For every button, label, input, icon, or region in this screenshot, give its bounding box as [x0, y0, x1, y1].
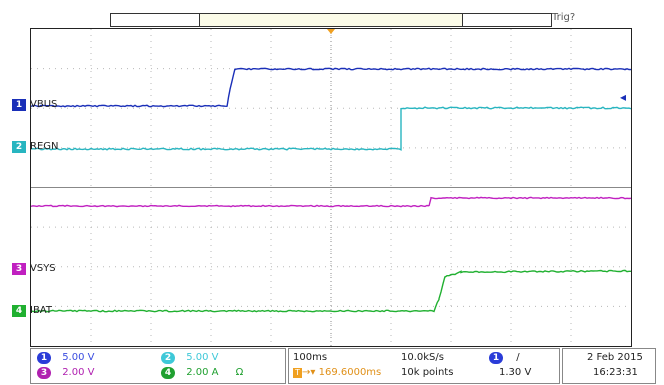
- ch2-label: REGN: [30, 141, 59, 153]
- ch3-scale: 2.00 V: [62, 367, 94, 378]
- ch4-marker[interactable]: 4: [12, 305, 26, 317]
- ch1-badge: 1: [37, 352, 51, 364]
- date-readout: 2 Feb 2015: [587, 352, 643, 364]
- time-per-div: 100ms: [293, 352, 327, 364]
- timebase-box[interactable]: 100ms 10.0kS/s T →▾ 169.6000ms 10k points…: [288, 348, 560, 384]
- trigger-delay: 169.6000ms: [319, 367, 382, 378]
- ch1-arrow-icon: ◂: [620, 90, 626, 104]
- sample-rate: 10.0kS/s: [401, 352, 444, 364]
- time-readout: 16:23:31: [593, 367, 638, 379]
- record-length: 10k points: [401, 367, 453, 379]
- ch3-marker[interactable]: 3: [12, 263, 26, 275]
- ch4-badge: 4: [161, 367, 175, 379]
- trigger-source-badge: 1: [489, 352, 503, 364]
- record-view-window[interactable]: [199, 14, 463, 26]
- ch4-label: IBAT: [30, 305, 52, 317]
- ch3-label: VSYS: [30, 263, 56, 275]
- datetime-box: 2 Feb 2015 16:23:31: [562, 348, 656, 384]
- trigger-level: 1.30 V: [499, 367, 531, 379]
- ch4-scale: 2.00 A: [186, 367, 218, 378]
- vbus-trace: [31, 68, 631, 106]
- trigger-status: Trig?: [552, 12, 575, 23]
- ch1-scale: 5.00 V: [62, 352, 94, 363]
- ch1-marker[interactable]: 1: [12, 99, 26, 111]
- waveform-plot: [31, 29, 631, 346]
- settings-panel: 1 5.00 V 2 5.00 V 3 2.00 V 4 2.00 A Ω 10…: [30, 348, 656, 384]
- trigger-point-marker: [327, 29, 335, 34]
- ch2-badge: 2: [161, 352, 175, 364]
- ch1-label: VBUS: [30, 99, 57, 111]
- ch2-marker[interactable]: 2: [12, 141, 26, 153]
- trigger-slope-icon: /: [516, 352, 519, 363]
- ch3-badge: 3: [37, 367, 51, 379]
- delay-arrow-icon: →▾: [302, 367, 315, 378]
- ch4-impedance: Ω: [236, 367, 244, 378]
- waveform-display[interactable]: [30, 28, 632, 347]
- delay-t-icon: T: [293, 368, 302, 378]
- ch2-scale: 5.00 V: [186, 352, 218, 363]
- record-overview-bar[interactable]: [110, 13, 552, 27]
- channel-settings-box[interactable]: 1 5.00 V 2 5.00 V 3 2.00 V 4 2.00 A Ω: [30, 348, 286, 384]
